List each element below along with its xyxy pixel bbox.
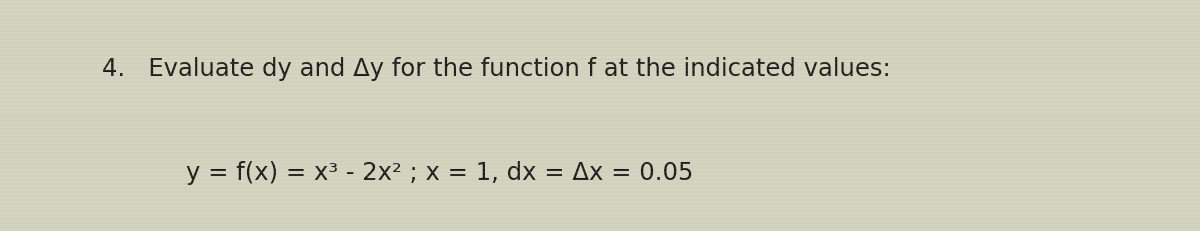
Text: 4.   Evaluate dy and Δy for the function f at the indicated values:: 4. Evaluate dy and Δy for the function f… [102,57,890,81]
Text: y = f(x) = x³ - 2x² ; x = 1, dx = Δx = 0.05: y = f(x) = x³ - 2x² ; x = 1, dx = Δx = 0… [186,161,694,185]
